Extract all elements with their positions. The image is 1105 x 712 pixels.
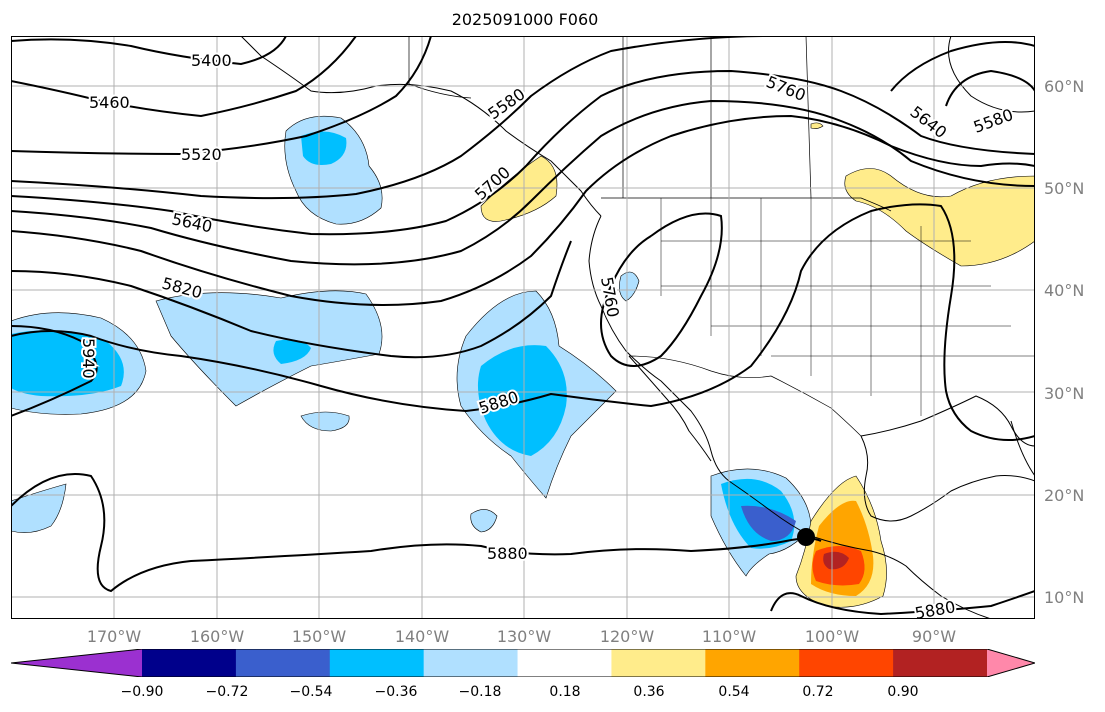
colorbar-tick-072: 0.72: [802, 684, 834, 700]
state-lines: [660, 198, 1035, 416]
colorbar-tick-018: 0.18: [549, 684, 581, 700]
colorbar-tick-neg036: −0.36: [374, 684, 418, 700]
contour-5640-ne: [890, 41, 1035, 92]
colorbar-segment: [517, 649, 612, 677]
colorbar-tick-neg090: −0.90: [120, 684, 164, 700]
colorbar-tick-neg072: −0.72: [205, 684, 249, 700]
lon-label-140w: 140°W: [394, 627, 450, 646]
lat-label-20n: 20°N: [1044, 486, 1085, 505]
colorbar-tick-neg018: −0.18: [458, 684, 502, 700]
colorbar-segment: [705, 649, 800, 677]
contour-5880: [11, 203, 1035, 441]
negative-anomaly-central-core: [273, 339, 311, 364]
coastline-baja: [628, 355, 712, 462]
contour-5520: [11, 36, 432, 156]
negative-anomaly-goa-core: [301, 131, 347, 165]
negative-anomaly-rockies: [619, 271, 640, 302]
positive-anomaly-small-4: [810, 122, 824, 129]
contour-5940: [11, 325, 98, 417]
colorbar-tick-neg054: −0.54: [289, 684, 333, 700]
border-alaska-canada: [408, 36, 472, 99]
negative-anomaly-small-3: [11, 483, 67, 533]
contour-5760: [11, 114, 1035, 306]
negative-anomaly-mexico-core: [741, 505, 796, 541]
positive-anomaly-greatlakes: [844, 168, 1035, 267]
colorbar-extend-low: [11, 649, 142, 677]
contour-label-5400: 5400: [191, 51, 232, 70]
contour-5880-se: [770, 590, 1035, 616]
contour-5880-south: [11, 473, 822, 593]
colorbar-segment: [799, 649, 894, 677]
contour-label-5940: 5940: [79, 338, 98, 379]
coastline-florida: [1010, 420, 1035, 477]
lat-label-40n: 40°N: [1044, 281, 1085, 300]
coastline-gulf-north: [860, 395, 1035, 447]
lon-label-130w: 130°W: [496, 627, 552, 646]
political-borders: [408, 36, 1035, 437]
storm-center-marker: [797, 528, 815, 546]
coastlines: [240, 36, 1035, 619]
contour-5820: [11, 240, 572, 359]
contour-label-5880-south: 5880: [487, 544, 528, 563]
lon-label-100w: 100°W: [804, 627, 860, 646]
colorbar-segments: [11, 649, 1035, 677]
lon-label-150w: 150°W: [291, 627, 347, 646]
coastline-hudson: [948, 36, 1035, 113]
colorbar-segment: [142, 649, 237, 677]
contour-5640: [11, 69, 1035, 236]
border-us-mexico: [628, 355, 862, 437]
border-canada-provinces-2: [805, 36, 812, 199]
negative-anomaly-small-2: [470, 509, 498, 533]
map-title: 2025091000 F060: [451, 10, 599, 29]
graticule: [11, 36, 1035, 619]
contour-5460: [11, 36, 357, 118]
contour-5760-trough: [600, 212, 723, 367]
colorbar-tick-036: 0.36: [633, 684, 665, 700]
colorbar-segment: [611, 649, 706, 677]
colorbar-segment: [423, 649, 519, 677]
contour-5400: [11, 36, 287, 66]
lat-label-60n: 60°N: [1044, 77, 1085, 96]
lon-label-160w: 160°W: [189, 627, 245, 646]
contour-label-5520: 5520: [181, 145, 222, 164]
lon-label-170w: 170°W: [86, 627, 142, 646]
coastline-mexico: [728, 480, 992, 619]
contour-5580: [11, 36, 772, 200]
contour-5580-ne: [945, 69, 1035, 107]
lon-label-90w: 90°W: [911, 627, 957, 646]
colorbar: [11, 649, 1035, 677]
contour-label-5460: 5460: [89, 93, 130, 112]
coastline-alaska: [240, 36, 602, 217]
colorbar-tick-090: 0.90: [887, 684, 919, 700]
height-contours: [11, 36, 1035, 616]
colorbar-segment: [893, 649, 988, 677]
positive-anomaly-mexico-peak: [823, 551, 849, 570]
negative-anomaly-small-1: [300, 411, 350, 432]
lon-label-120w: 120°W: [599, 627, 655, 646]
contour-5700: [11, 99, 1035, 266]
colorbar-segment: [329, 649, 425, 677]
negative-anomaly-westpac-core: [11, 330, 124, 397]
colorbar-tick-054: 0.54: [718, 684, 750, 700]
lat-label-10n: 10°N: [1044, 588, 1085, 607]
lat-label-50n: 50°N: [1044, 179, 1085, 198]
coastline-west-us: [588, 215, 730, 482]
coastline-gulf: [860, 435, 1035, 522]
lat-label-30n: 30°N: [1044, 384, 1085, 403]
border-us-canada: [601, 197, 892, 212]
colorbar-extend-high: [987, 649, 1035, 677]
lon-label-110w: 110°W: [701, 627, 757, 646]
colorbar-segment: [235, 649, 331, 677]
map-panel: 5400 5460 5520 5580 5640 5700 5760 5820 …: [11, 36, 1035, 619]
